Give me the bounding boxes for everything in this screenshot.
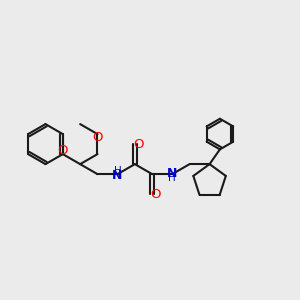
Text: O: O (133, 138, 144, 151)
Text: H: H (114, 166, 122, 176)
Text: O: O (92, 131, 103, 144)
Text: O: O (58, 144, 68, 157)
Text: O: O (151, 188, 161, 201)
Text: H: H (168, 173, 176, 183)
Text: N: N (112, 169, 123, 182)
Text: N: N (167, 167, 177, 180)
